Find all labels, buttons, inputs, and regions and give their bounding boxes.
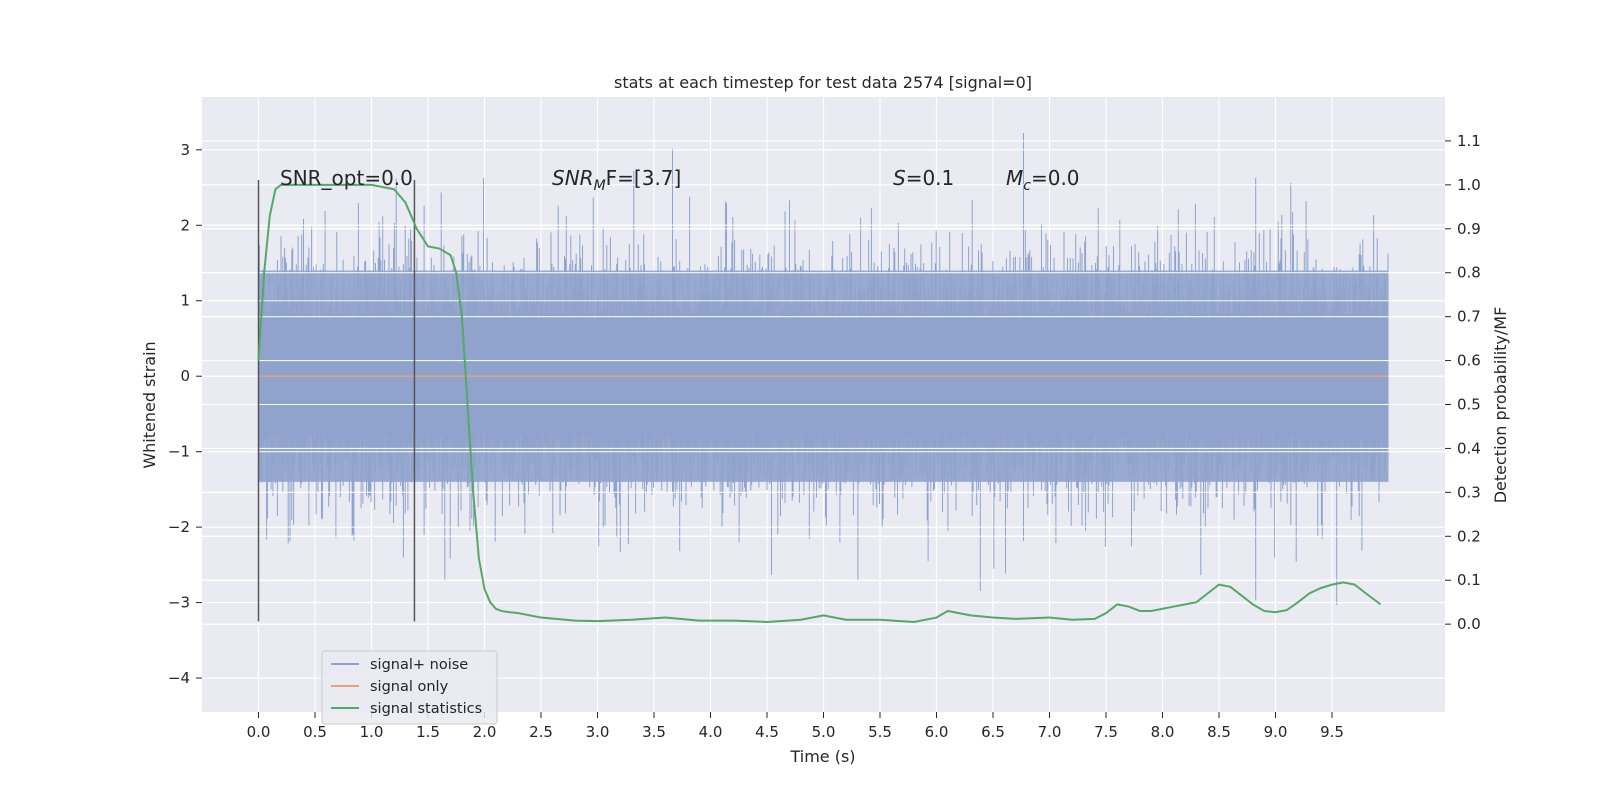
x-ticks: 0.0 0.5 1.0 1.5 2.0 2.5 3.0 3.5 4.0 4.5 5.0 5.5 6.0 6… bbox=[247, 712, 1344, 741]
legend-label-signal-noise: signal+ noise bbox=[370, 657, 468, 673]
x-tick-label-10: 5.0 bbox=[812, 723, 836, 741]
y-left-ticks: −4 −3 −2 −1 0 1 2 3 bbox=[168, 141, 202, 687]
y-right-tick-label-9: 0.9 bbox=[1457, 220, 1481, 238]
y-left-tick-label-7: 3 bbox=[180, 141, 190, 159]
y-left-tick-label-6: 2 bbox=[180, 216, 190, 234]
x-tick-label-8: 4.0 bbox=[699, 723, 723, 741]
snr-mf-base: SNR bbox=[552, 166, 594, 190]
legend-label-signal-only: signal only bbox=[370, 679, 449, 695]
annotation-s: S=0.1 bbox=[893, 166, 954, 190]
x-tick-label-2: 1.0 bbox=[360, 723, 384, 741]
signal-statistics-line bbox=[257, 183, 1382, 623]
x-tick-label-0: 0.0 bbox=[247, 723, 271, 741]
legend: signal+ noise signal only signal statist… bbox=[321, 650, 498, 725]
mc-base: M bbox=[1006, 166, 1023, 190]
y-left-tick-label-5: 1 bbox=[180, 292, 190, 310]
snr-mf-subscript: M bbox=[594, 178, 606, 194]
x-tick-label-1: 0.5 bbox=[303, 723, 327, 741]
chart-title: stats at each timestep for test data 257… bbox=[614, 73, 1032, 92]
s-value: =0.1 bbox=[906, 166, 955, 190]
legend-box bbox=[321, 650, 498, 725]
y-right-tick-label-1: 0.1 bbox=[1457, 571, 1481, 589]
x-tick-label-12: 6.0 bbox=[925, 723, 949, 741]
y-right-tick-label-11: 1.1 bbox=[1457, 132, 1481, 150]
snr-mf-tail: F=[3.7] bbox=[606, 166, 682, 190]
y-left-tick-label-0: −4 bbox=[168, 669, 190, 687]
annotation-snr-opt: SNR_opt=0.0 bbox=[280, 166, 413, 190]
y-right-tick-label-2: 0.2 bbox=[1457, 527, 1481, 545]
x-tick-label-16: 8.0 bbox=[1151, 723, 1175, 741]
x-tick-label-9: 4.5 bbox=[755, 723, 779, 741]
y-left-tick-label-4: 0 bbox=[180, 367, 190, 385]
annotation-snr-mf: SNRMF=[3.7] bbox=[552, 166, 681, 194]
x-tick-label-18: 9.0 bbox=[1264, 723, 1288, 741]
annotation-mc: Mc=0.0 bbox=[1006, 166, 1080, 194]
x-tick-label-17: 8.5 bbox=[1207, 723, 1231, 741]
x-tick-label-7: 3.5 bbox=[642, 723, 666, 741]
x-tick-label-4: 2.0 bbox=[473, 723, 497, 741]
mc-value: =0.0 bbox=[1031, 166, 1080, 190]
y-left-tick-label-1: −3 bbox=[168, 594, 190, 612]
y-axis-label-right: Detection probability/MF bbox=[1491, 307, 1510, 504]
x-tick-label-13: 6.5 bbox=[981, 723, 1005, 741]
y-right-tick-label-8: 0.8 bbox=[1457, 264, 1481, 282]
vertical-markers bbox=[257, 180, 416, 622]
legend-label-signal-statistics: signal statistics bbox=[370, 701, 482, 717]
y-left-tick-label-3: −1 bbox=[168, 443, 190, 461]
y-right-tick-label-4: 0.4 bbox=[1457, 439, 1481, 457]
y-left-tick-label-2: −2 bbox=[168, 518, 190, 536]
y-right-tick-label-6: 0.6 bbox=[1457, 352, 1481, 370]
y-right-tick-label-10: 1.0 bbox=[1457, 176, 1481, 194]
y-right-tick-label-5: 0.5 bbox=[1457, 396, 1481, 414]
y-right-tick-label-3: 0.3 bbox=[1457, 483, 1481, 501]
y-axis-label-left: Whitened strain bbox=[140, 341, 159, 468]
mc-subscript: c bbox=[1023, 178, 1031, 194]
x-tick-label-14: 7.0 bbox=[1038, 723, 1062, 741]
y-right-tick-label-0: 0.0 bbox=[1457, 615, 1481, 633]
x-tick-label-19: 9.5 bbox=[1320, 723, 1344, 741]
x-tick-label-15: 7.5 bbox=[1094, 723, 1118, 741]
y-right-tick-label-7: 0.7 bbox=[1457, 308, 1481, 326]
y-right-ticks: 0.0 0.1 0.2 0.3 0.4 0.5 0.6 0.7 0.8 0.9 1.0 1.1 bbox=[1445, 132, 1481, 633]
x-tick-label-5: 2.5 bbox=[529, 723, 553, 741]
x-tick-label-6: 3.0 bbox=[586, 723, 610, 741]
x-tick-label-3: 1.5 bbox=[416, 723, 440, 741]
x-tick-label-11: 5.5 bbox=[868, 723, 892, 741]
x-axis-label: Time (s) bbox=[789, 747, 855, 766]
s-label: S bbox=[893, 166, 906, 190]
